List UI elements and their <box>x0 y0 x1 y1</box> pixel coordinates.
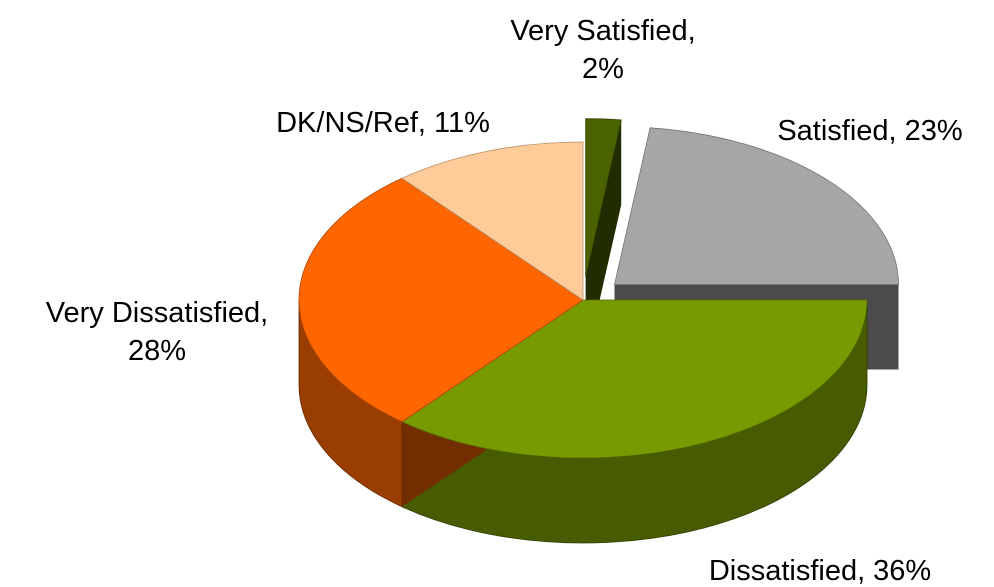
label-value: 2% <box>582 53 624 85</box>
label-value: 23% <box>905 115 963 147</box>
slice-top <box>298 177 584 423</box>
slice-top <box>614 127 899 285</box>
label-category: DK/NS/Ref, <box>276 107 426 139</box>
pie-slice-top <box>614 127 899 285</box>
data-label: Very Dissatisfied, 28% <box>46 297 268 367</box>
slice-top <box>401 299 868 459</box>
data-label: DK/NS/Ref, 11% <box>276 107 490 139</box>
data-label: Dissatisfied, 36% <box>709 555 931 587</box>
pie-slice-top <box>585 118 622 277</box>
label-category: Satisfied, <box>777 115 896 147</box>
label-category: Very Satisfied, <box>510 15 695 47</box>
data-label: Very Satisfied, 2% <box>510 15 695 85</box>
label-category: Very Dissatisfied, <box>46 297 268 329</box>
label-category: Dissatisfied, <box>709 555 865 587</box>
slice-top <box>585 118 622 277</box>
pie-slice-top <box>298 177 584 423</box>
data-label: Satisfied, 23% <box>777 115 962 147</box>
pie-slice-top <box>401 141 584 301</box>
label-value: 11% <box>434 107 490 139</box>
pie-slice-top <box>401 299 868 459</box>
slice-top <box>401 141 584 301</box>
label-value: 36% <box>873 555 931 587</box>
label-value: 28% <box>128 335 186 367</box>
